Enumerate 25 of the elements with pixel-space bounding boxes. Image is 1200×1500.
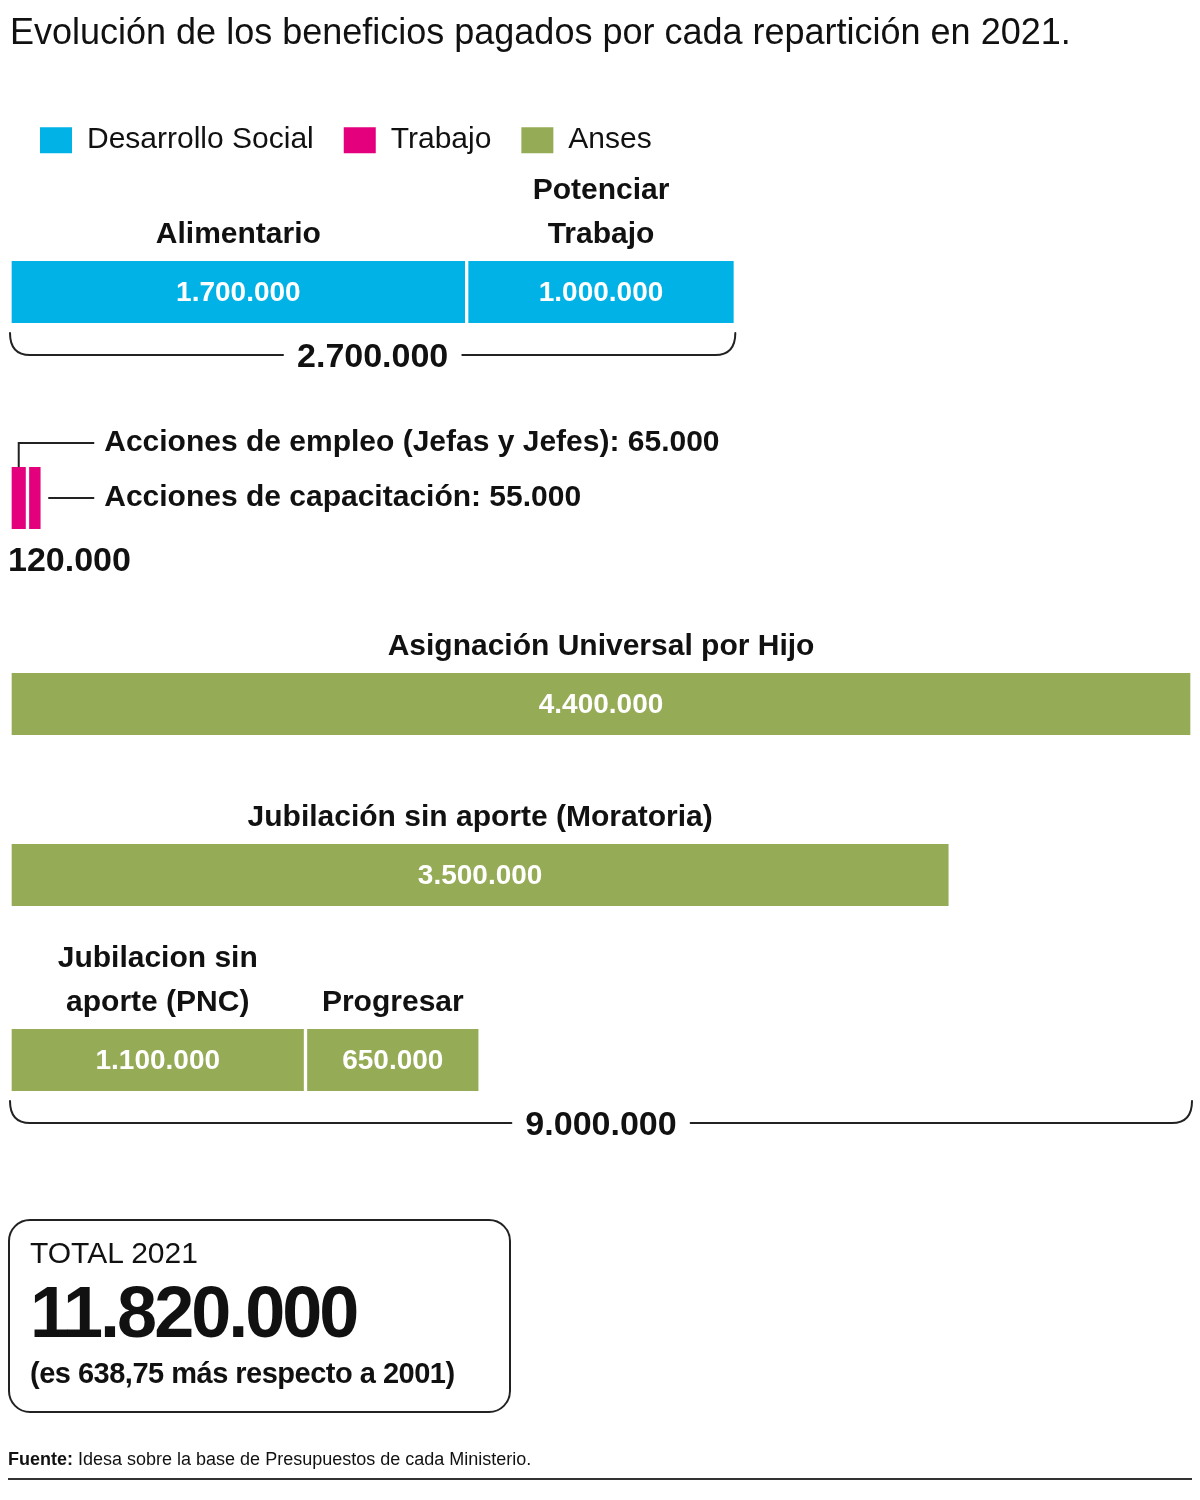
text: 11.820.000 — [30, 1272, 358, 1352]
data-label: 1.000.000 — [538, 275, 664, 307]
series-label: Progresar — [321, 984, 464, 1018]
series-label: Jubilación sin aporte (Moratoria) — [247, 799, 713, 833]
annotation: 9.000.000 — [525, 1104, 677, 1142]
series-label: Jubilacion sin aporte (PNC) — [57, 940, 258, 1018]
text: Acciones de empleo (Jefas y Jefes): 65.000 — [104, 424, 720, 458]
legend-label: Anses — [568, 121, 652, 155]
series-label: Alimentario — [155, 216, 321, 250]
text: (es 638,75 más respecto a 2001) — [30, 1356, 456, 1391]
text: TOTAL 2021 — [30, 1235, 199, 1271]
text: Acciones de capacitación: 55.000 — [104, 479, 582, 513]
data-label: 650.000 — [342, 1043, 444, 1075]
data-label: 1.700.000 — [176, 275, 301, 307]
series-label: Asignación Universal por Hijo — [387, 628, 815, 662]
source-note: Fuente: Idesa sobre la base de Presupuestos de cada Ministerio. — [8, 1449, 1192, 1480]
legend-label: Trabajo — [390, 121, 492, 155]
series-label: Potenciar Trabajo — [532, 172, 670, 250]
total-label: 2.700.000 — [297, 336, 449, 374]
total-label: 120.000 — [8, 540, 131, 578]
data-label: 1.100.000 — [95, 1043, 221, 1075]
chart-title: Evolución de los beneficios pagados por cada repartición en 2021. — [10, 10, 1071, 52]
data-label: 4.400.000 — [538, 687, 664, 719]
data-label: 3.500.000 — [417, 858, 543, 890]
legend-label: Desarrollo Social — [87, 121, 314, 155]
